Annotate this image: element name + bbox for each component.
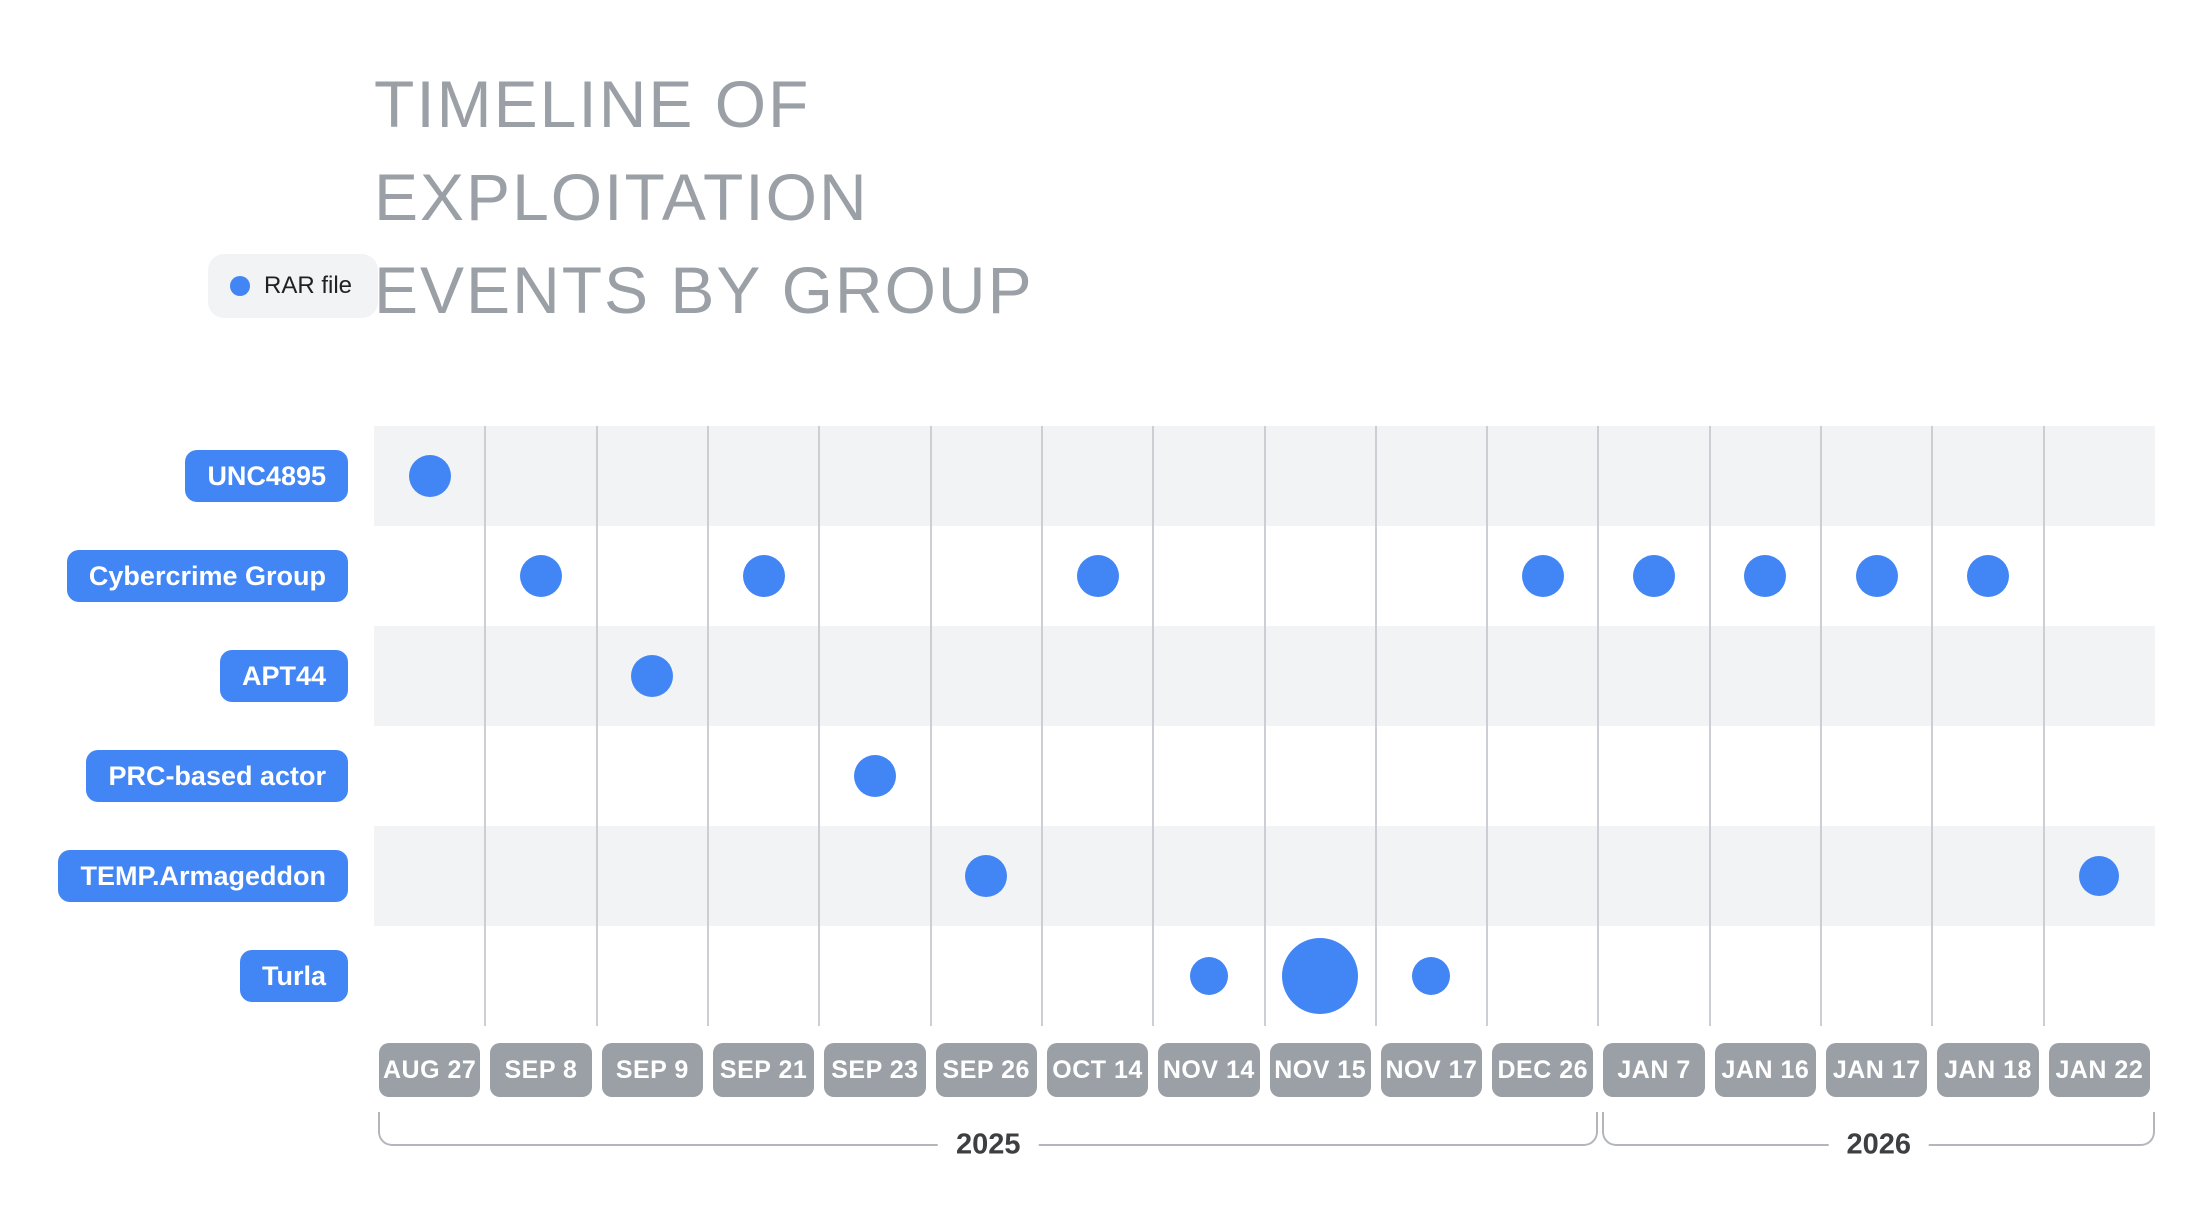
date-pill: SEP 23 (824, 1043, 926, 1097)
event-dot[interactable] (1633, 555, 1676, 597)
date-pill: NOV 14 (1158, 1043, 1260, 1097)
date-pill: JAN 22 (2048, 1043, 2150, 1097)
group-pill: APT44 (219, 650, 348, 702)
date-pill: JAN 18 (1937, 1043, 2039, 1097)
grid-line (929, 426, 932, 1026)
grid-line (1597, 426, 1600, 1026)
event-dot[interactable] (631, 655, 674, 697)
legend-chip[interactable]: RAR file (208, 254, 379, 318)
chart-title-line: EXPLOITATION (374, 160, 869, 234)
date-pill: NOV 15 (1269, 1043, 1371, 1097)
event-dot[interactable] (1076, 555, 1119, 597)
date-pill: AUG 27 (379, 1043, 481, 1097)
date-pill: SEP 8 (490, 1043, 592, 1097)
group-pill: TEMP.Armageddon (58, 850, 348, 902)
chart-title-line: TIMELINE OF (374, 67, 811, 141)
group-pill: Turla (239, 950, 348, 1002)
legend-label: RAR file (264, 272, 353, 299)
event-dot[interactable] (1412, 957, 1451, 995)
chart-title: TIMELINE OF EXPLOITATION EVENTS BY GROUP (374, 58, 1034, 337)
event-dot[interactable] (1521, 555, 1564, 597)
date-pill: NOV 17 (1380, 1043, 1483, 1097)
grid-line (2042, 426, 2045, 1026)
grid-line (1708, 426, 1711, 1026)
date-pill: DEC 26 (1492, 1043, 1594, 1097)
event-dot[interactable] (408, 455, 451, 497)
chart-title-line: EVENTS BY GROUP (374, 253, 1034, 327)
grid-line (1820, 426, 1823, 1026)
date-pill: OCT 14 (1046, 1043, 1149, 1097)
date-pill: SEP 26 (935, 1043, 1037, 1097)
group-pill: PRC-based actor (86, 750, 348, 802)
date-pill: SEP 21 (712, 1043, 815, 1097)
event-dot[interactable] (1967, 555, 2010, 597)
grid-line (1486, 426, 1489, 1026)
grid-line (818, 426, 821, 1026)
year-label: 2025 (937, 1130, 1039, 1160)
grid-line (1374, 426, 1377, 1026)
year-bracket: 2025 (378, 1112, 1599, 1160)
grid-line (1931, 426, 1934, 1026)
event-dot[interactable] (519, 555, 562, 597)
group-pill: Cybercrime Group (66, 550, 348, 602)
date-pill: JAN 17 (1826, 1043, 1928, 1097)
date-pill: JAN 7 (1603, 1043, 1705, 1097)
event-dot[interactable] (1189, 957, 1228, 995)
grid-line (1152, 426, 1155, 1026)
group-pill: UNC4895 (185, 450, 348, 502)
event-dot[interactable] (1744, 555, 1787, 597)
plot-area (374, 426, 2155, 1026)
event-dot[interactable] (2079, 856, 2120, 896)
event-dot[interactable] (853, 755, 896, 797)
grid-line (706, 426, 709, 1026)
grid-line (484, 426, 487, 1026)
grid-line (595, 426, 598, 1026)
event-dot[interactable] (1282, 938, 1359, 1014)
year-bracket: 2026 (1602, 1112, 2155, 1160)
date-pill: JAN 16 (1714, 1043, 1817, 1097)
legend-marker-icon (230, 276, 250, 296)
date-pill: SEP 9 (601, 1043, 703, 1097)
year-label: 2026 (1828, 1130, 1929, 1160)
event-dot[interactable] (1855, 555, 1898, 597)
grid-line (1040, 426, 1043, 1026)
grid-line (1263, 426, 1266, 1026)
event-dot[interactable] (965, 855, 1008, 897)
event-dot[interactable] (742, 555, 785, 597)
